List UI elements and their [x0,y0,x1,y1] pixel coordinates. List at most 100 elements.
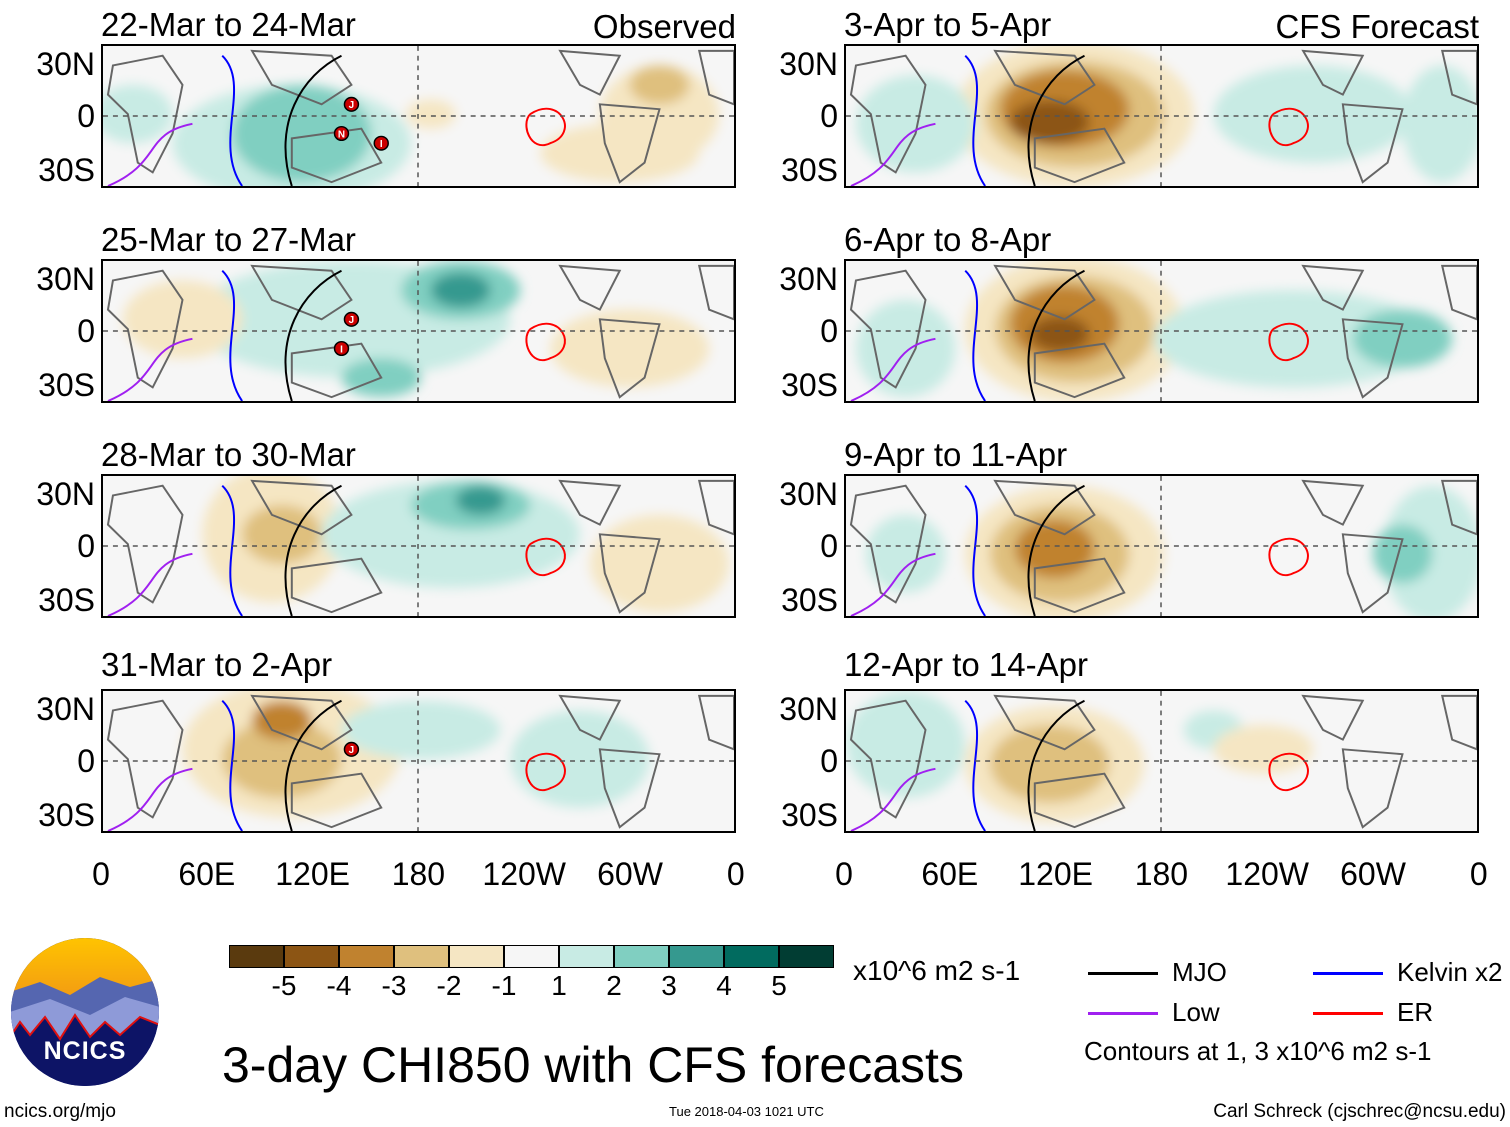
latitude-label: 30S [781,367,838,403]
latitude-label: 0 [820,98,838,134]
map-panel [844,44,1479,188]
tropical-cyclone-icon [343,311,360,327]
legend-label: ER [1397,997,1434,1027]
colorbar-label: -5 [271,970,297,1001]
coastline [250,49,353,106]
storm-letter: N [338,129,345,140]
anomaly-shading [1154,290,1433,388]
storm-letter: J [349,315,355,326]
latitude-label: 30S [38,582,95,618]
coastline [558,264,622,311]
contour-line [525,752,566,792]
coastline [1033,127,1126,184]
colorbar-label: 2 [606,970,622,1001]
anomaly-shading [1014,519,1095,579]
colorbar-swatch [724,945,779,968]
longitude-label: 60W [597,856,663,892]
contour-line [1268,107,1309,147]
anomaly-shading [1352,309,1453,368]
legend-swatch [1088,1012,1158,1015]
tropical-cyclone-icon [333,340,350,357]
panel-title: 25-Mar to 27-Mar [101,221,356,258]
coastline [598,103,661,184]
colorbar-label: 1 [551,970,567,1001]
coastline [1341,103,1404,184]
coastline [1301,264,1365,311]
anomaly-shading [122,280,243,359]
longitude-label: 0 [835,856,853,892]
latitude-label: 30N [36,261,95,297]
coastline [993,264,1096,321]
latitude-label: 0 [820,743,838,779]
anomaly-shading [242,505,322,564]
footer-timestamp: Tue 2018-04-03 1021 UTC [669,1104,824,1119]
latitude-label: 30N [779,261,838,297]
contours-note: Contours at 1, 3 x10^6 m2 s-1 [1084,1036,1432,1066]
contour-line [1027,54,1085,186]
legend-label: Low [1172,997,1220,1027]
anomaly-shading [550,309,710,388]
latitude-label: 30N [779,691,838,727]
coastline [250,694,353,751]
coastline [250,479,353,536]
colorbar-label: -2 [436,970,462,1001]
latitude-label: 0 [77,313,95,349]
longitude-label: 60E [178,856,236,892]
latitude-label: 30S [781,797,838,833]
latitude-label: 30N [779,46,838,82]
contour-line [1268,537,1309,577]
anomaly-shading [232,84,372,183]
latitude-label: 30S [781,582,838,618]
coastline [697,479,734,536]
coastline [290,557,383,614]
colorbar-label: -3 [381,970,407,1001]
coastline [993,479,1096,536]
map-panel [844,259,1479,403]
colorbar-swatch [394,945,449,968]
contour-line [850,122,936,186]
ncics-logo: NCICS [10,937,160,1087]
longitude-label: 60W [1340,856,1406,892]
anomaly-shading [1213,725,1314,774]
coastline [1440,694,1477,751]
map-panel [101,474,736,618]
contour-line [964,700,986,831]
contour-line [107,337,193,401]
coastline [290,342,383,399]
coastline [1033,342,1126,399]
footer-url[interactable]: ncics.org/mjo [4,1101,116,1122]
panel-source-label: CFS Forecast [1275,8,1479,45]
map-panel: J [101,689,736,833]
contour-line [1027,269,1085,401]
coastline [290,772,383,829]
coastline [290,127,383,184]
coastline [250,264,353,321]
longitude-label: 0 [1469,856,1488,892]
panel-title: 9-Apr to 11-Apr [844,436,1068,473]
coastline [1301,49,1365,96]
map-panel [844,474,1479,618]
contour-line [1268,322,1309,362]
colorbar-swatch [339,945,394,968]
colorbar-swatch [284,945,339,968]
longitude-label: 180 [391,856,446,892]
anomaly-shading [455,485,506,515]
storm-letter: I [340,344,343,355]
contour-line [525,322,566,362]
contour-line [107,122,193,186]
coastline [598,533,661,614]
latitude-label: 0 [77,743,95,779]
contour-line [284,484,342,616]
anomaly-shading [865,514,946,593]
contour-line [964,55,986,186]
anomaly-shading [222,720,342,798]
coastline [697,264,734,321]
coastline [1341,318,1404,399]
colorbar-label: 3 [661,970,677,1001]
latitude-label: 30N [36,476,95,512]
latitude-label: 30N [36,46,95,82]
coastline [558,49,622,96]
contour-line [850,552,936,616]
tropical-cyclone-icon [373,135,389,151]
